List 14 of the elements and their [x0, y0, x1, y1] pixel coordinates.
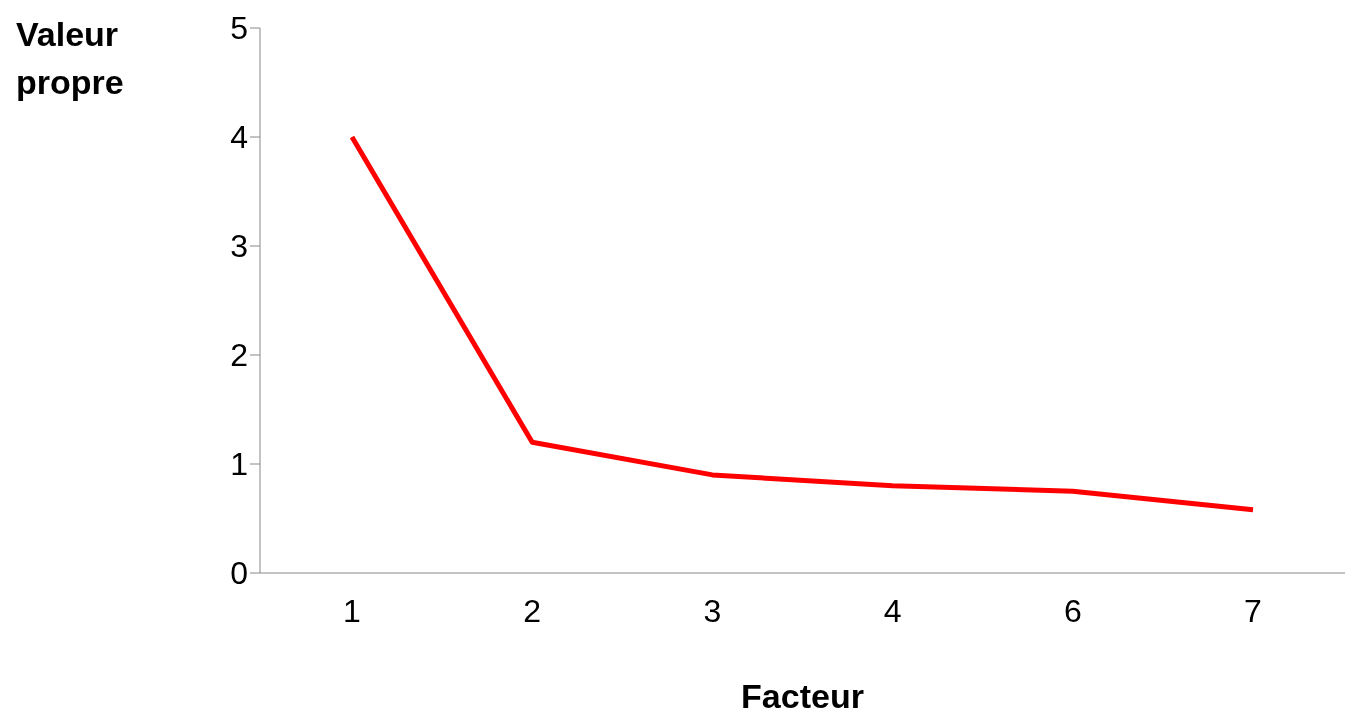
x-tick-label: 6 [1063, 592, 1082, 629]
y-tick-label: 2 [230, 337, 248, 374]
x-tick-label: 2 [523, 592, 542, 629]
y-tick-label: 3 [230, 228, 248, 265]
x-axis-title: Facteur [741, 677, 864, 715]
x-tick-label: 4 [883, 592, 902, 629]
x-tick-label: 1 [343, 592, 361, 629]
x-tick-label: 3 [703, 592, 722, 629]
x-tick-label: 7 [1244, 592, 1262, 629]
y-tick-label: 0 [230, 555, 248, 592]
y-tick-label: 1 [230, 446, 248, 483]
y-tick-label: 5 [230, 10, 248, 47]
y-tick-label: 4 [230, 119, 248, 156]
y-axis-title: Valeur propre [16, 14, 125, 103]
